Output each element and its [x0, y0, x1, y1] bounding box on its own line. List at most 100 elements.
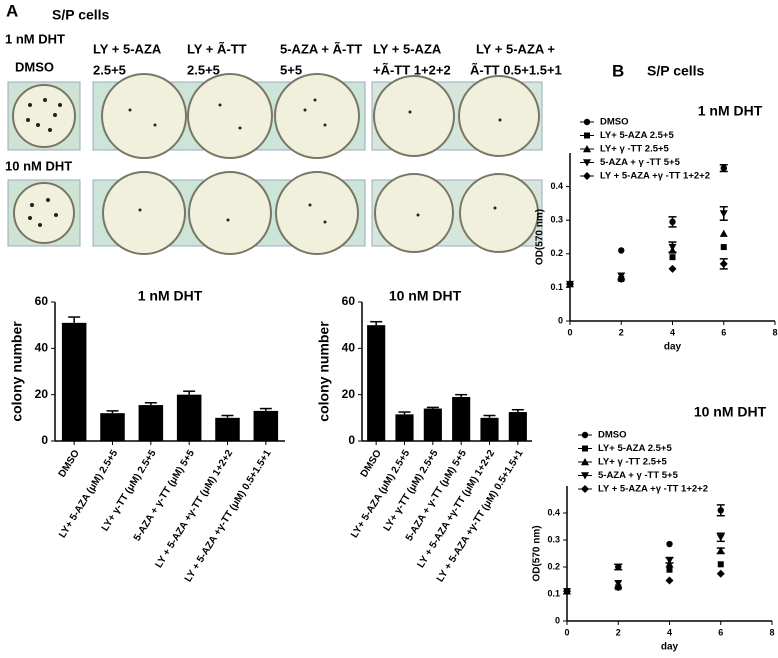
- x-tick-label: 4: [667, 627, 672, 637]
- legend-label: LY+ γ -TT 2.5+5: [598, 457, 668, 468]
- panel-title: S/P cells: [52, 7, 110, 23]
- marker: [717, 561, 724, 568]
- legend-label: 5-AZA + γ -TT 5+5: [598, 470, 679, 481]
- x-tick-label: 6: [721, 327, 726, 337]
- legend-marker: [581, 485, 589, 493]
- legend-label: DMSO: [600, 117, 629, 128]
- y-axis-label: colony number: [316, 321, 332, 422]
- legend-label: LY+ 5-AZA 2.5+5: [598, 443, 672, 454]
- photo-label: LY + Ã-TT: [187, 41, 247, 56]
- y-tick-label: 20: [342, 387, 356, 401]
- marker: [614, 583, 623, 592]
- chart-title: 10 nM DHT: [694, 404, 767, 420]
- x-axis-label: day: [664, 342, 682, 353]
- legend-marker: [583, 159, 591, 167]
- bar: [508, 412, 527, 441]
- marker: [669, 254, 676, 261]
- y-tick-label: 0.2: [550, 248, 563, 258]
- legend-label: LY + 5-AZA +γ -TT 1+2+2: [598, 484, 708, 495]
- legend-marker: [582, 445, 588, 452]
- marker: [716, 569, 725, 578]
- y-tick-label: 0.2: [547, 561, 560, 571]
- y-tick-label: 0: [348, 433, 355, 447]
- legend-marker: [581, 458, 589, 466]
- panel-label: A: [6, 1, 18, 20]
- marker: [666, 566, 673, 573]
- photo-label: 5+5: [280, 62, 302, 77]
- panel-label: B: [612, 61, 624, 80]
- y-tick-label: 0: [558, 315, 563, 325]
- photo-label: +Ã-TT 1+2+2: [373, 62, 451, 77]
- marker: [566, 280, 574, 289]
- bar: [138, 405, 164, 441]
- row-label: 1 nM DHT: [5, 31, 65, 46]
- legend-marker: [583, 118, 591, 126]
- y-tick-label: 40: [342, 341, 356, 355]
- photo-label: 2.5+5: [187, 62, 220, 77]
- y-tick-label: 0: [41, 433, 48, 447]
- marker: [617, 275, 626, 283]
- x-tick-label: LY + 5-AZA +γ-TT (μM) 1+2+2: [153, 448, 235, 570]
- y-axis-label: OD(570 nm): [535, 209, 546, 265]
- y-tick-label: 20: [35, 387, 49, 401]
- y-tick-label: 0.1: [550, 282, 563, 292]
- y-tick-label: 40: [35, 341, 49, 355]
- marker: [720, 244, 727, 251]
- x-tick-label: 4: [670, 327, 675, 337]
- x-tick-label: 8: [772, 327, 777, 337]
- x-tick-label: 0: [567, 327, 572, 337]
- photo-label: 2.5+5: [93, 62, 126, 77]
- marker: [665, 576, 674, 585]
- legend-label: LY+ γ -TT 2.5+5: [600, 144, 670, 155]
- y-tick-label: 0.3: [550, 215, 563, 225]
- x-axis-label: day: [661, 642, 679, 653]
- legend-marker: [584, 132, 590, 139]
- marker: [668, 264, 677, 273]
- bar: [215, 417, 240, 441]
- legend-marker: [581, 472, 589, 480]
- marker: [618, 247, 625, 254]
- panel-title: S/P cells: [647, 63, 705, 79]
- bar: [253, 410, 279, 441]
- y-tick-label: 0.3: [547, 534, 560, 544]
- legend-marker: [581, 431, 589, 439]
- photo-label: DMSO: [15, 59, 54, 74]
- bar: [423, 408, 442, 441]
- legend-label: DMSO: [598, 430, 627, 441]
- x-tick-label: 6: [718, 627, 723, 637]
- bar: [452, 396, 471, 441]
- chart-title: 1 nM DHT: [138, 288, 203, 304]
- row-label: 10 nM DHT: [5, 158, 72, 173]
- photo-label: 5-AZA + Ã-TT: [280, 41, 362, 56]
- bar: [480, 417, 499, 441]
- y-tick-label: 0.4: [550, 181, 563, 191]
- bar: [395, 414, 414, 441]
- marker: [563, 587, 571, 596]
- x-tick-label: 2: [619, 327, 624, 337]
- y-tick-label: 0.1: [547, 588, 560, 598]
- x-tick-label: DMSO: [359, 448, 384, 479]
- legend-label: LY + 5-AZA +γ -TT 1+2+2: [600, 171, 710, 182]
- y-tick-label: 60: [342, 294, 356, 308]
- bar: [100, 413, 125, 441]
- legend-marker: [583, 145, 591, 153]
- legend-label: LY+ 5-AZA 2.5+5: [600, 130, 674, 141]
- chart-title: 10 nM DHT: [389, 288, 462, 304]
- y-tick-label: 0: [555, 615, 560, 625]
- legend-marker: [583, 172, 591, 180]
- bar: [176, 394, 202, 441]
- x-tick-label: 2: [616, 627, 621, 637]
- x-tick-label: 8: [769, 627, 774, 637]
- x-tick-label: DMSO: [57, 448, 82, 479]
- y-tick-label: 60: [35, 294, 49, 308]
- legend-label: 5-AZA + γ -TT 5+5: [600, 157, 681, 168]
- photo-label: LY + 5-AZA: [373, 41, 442, 56]
- photo-label: LY + 5-AZA: [93, 41, 162, 56]
- photos: [7, 73, 543, 255]
- x-tick-label: 0: [564, 627, 569, 637]
- y-axis-label: OD(570 nm): [532, 525, 543, 581]
- marker: [666, 540, 673, 548]
- bar: [367, 325, 386, 441]
- y-tick-label: 0.4: [547, 507, 560, 517]
